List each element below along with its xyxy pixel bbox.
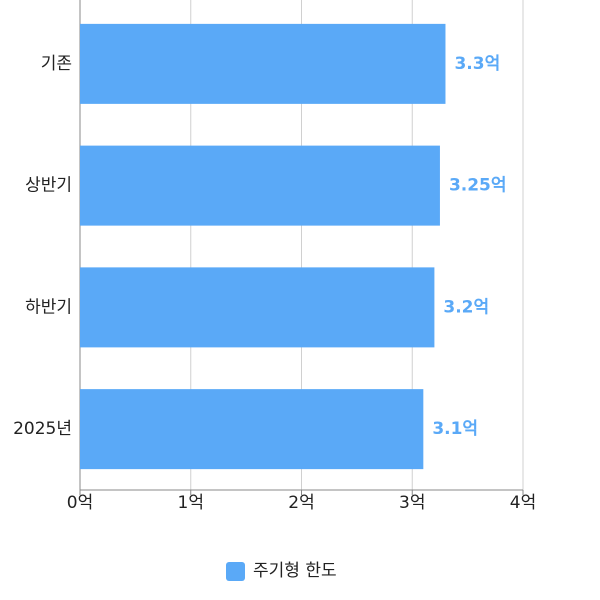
x-tick-label: 1억 xyxy=(178,493,204,513)
x-tick-label: 3억 xyxy=(399,493,425,513)
legend-swatch xyxy=(226,562,245,581)
value-label: 3.3억 xyxy=(454,54,500,74)
bar xyxy=(80,267,435,348)
bar xyxy=(80,23,446,104)
x-tick-label: 4억 xyxy=(510,493,536,513)
y-tick-label: 하반기 xyxy=(25,297,72,317)
bar xyxy=(80,145,440,226)
bar xyxy=(80,389,424,470)
x-tick-label: 0억 xyxy=(67,493,93,513)
legend-label: 주기형 한도 xyxy=(253,561,337,581)
value-label: 3.1억 xyxy=(432,419,478,439)
y-tick-label: 상반기 xyxy=(25,176,72,196)
x-tick-label: 2억 xyxy=(288,493,314,513)
y-tick-label: 2025년 xyxy=(13,419,72,439)
y-tick-label: 기존 xyxy=(41,54,72,74)
value-label: 3.2억 xyxy=(443,297,489,317)
value-label: 3.25억 xyxy=(449,176,507,196)
